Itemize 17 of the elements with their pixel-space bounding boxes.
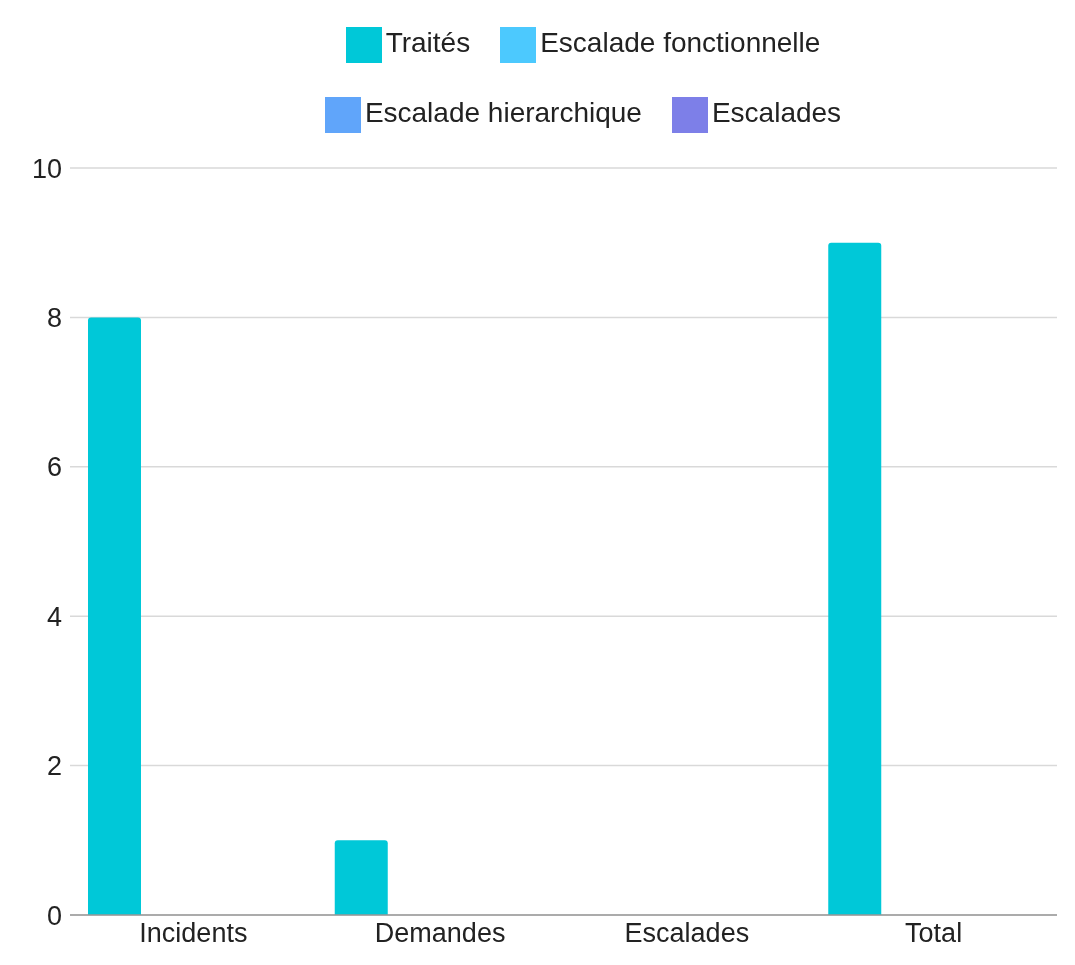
x-tick-label: Incidents (139, 918, 248, 949)
y-tick-label: 4 (46, 601, 62, 632)
y-tick-label: 2 (46, 751, 62, 782)
bar (334, 840, 388, 915)
x-tick-label: Escalades (624, 918, 750, 949)
bar (88, 317, 141, 915)
y-tick-label: 8 (46, 302, 62, 333)
x-tick-label: Demandes (374, 918, 506, 949)
bar (828, 242, 882, 915)
y-tick-label: 0 (46, 900, 62, 931)
x-tick-label: Total (905, 918, 963, 949)
y-tick-label: 6 (46, 452, 62, 483)
legend-label: Escalade hierarchique (364, 97, 642, 128)
legend-label: Escalades (711, 97, 842, 128)
legend-label: Escalade fonctionnelle (540, 27, 821, 58)
legend-label: Traités (385, 27, 471, 58)
y-tick-label: 10 (31, 153, 62, 184)
